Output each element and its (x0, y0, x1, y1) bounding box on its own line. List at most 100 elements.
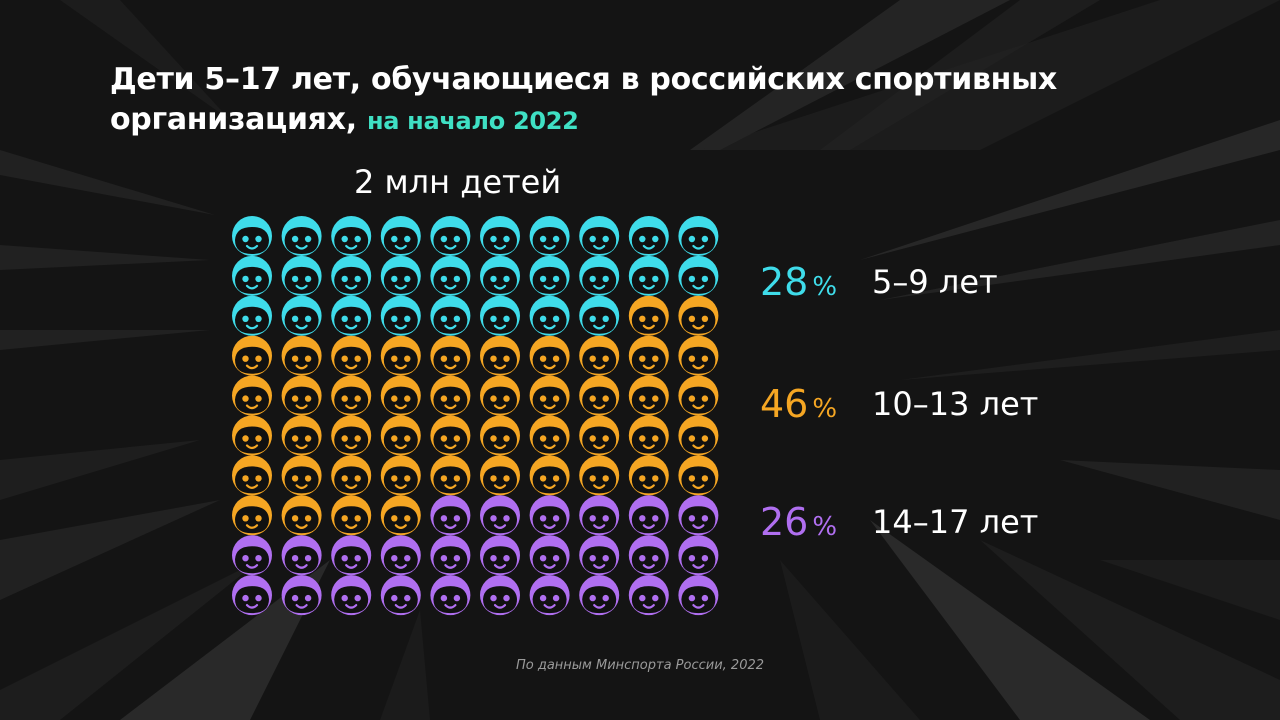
child-face-icon (281, 375, 322, 416)
legend-percent-symbol: % (812, 394, 838, 424)
child-face-icon (380, 295, 421, 336)
child-face-icon (281, 495, 322, 536)
child-face-icon (331, 535, 372, 576)
child-face-icon (480, 255, 520, 296)
child-face-icon (430, 295, 471, 336)
child-face-icon (628, 495, 669, 536)
child-face-icon (232, 295, 272, 336)
legend-percent-symbol: % (812, 272, 838, 302)
child-face-icon (628, 335, 669, 376)
child-face-icon (628, 535, 669, 576)
child-face-icon (529, 535, 570, 576)
legend-percent-value: 28 (760, 260, 809, 304)
legend-percent: 28% (760, 260, 872, 304)
child-face-icon (232, 535, 272, 576)
child-face-icon (579, 455, 620, 496)
child-face-icon (480, 335, 520, 376)
child-face-icon (678, 455, 719, 496)
child-face-icon (380, 375, 421, 416)
child-face-icon (281, 335, 322, 376)
child-face-icon (678, 495, 719, 536)
child-face-icon (331, 455, 372, 496)
child-face-icon (579, 575, 620, 616)
child-face-icon (331, 216, 372, 256)
child-face-icon (380, 335, 421, 376)
child-face-icon (430, 375, 471, 416)
child-face-icon (579, 335, 620, 376)
child-face-icon (678, 535, 719, 576)
child-face-icon (232, 495, 272, 536)
child-face-icon (281, 535, 322, 576)
child-face-icon (529, 575, 570, 616)
child-face-icon (430, 335, 471, 376)
child-face-icon (232, 375, 272, 416)
child-face-icon (281, 415, 322, 456)
child-face-icon (628, 415, 669, 456)
child-face-icon (331, 295, 372, 336)
child-face-icon (628, 375, 669, 416)
child-face-icon (579, 216, 620, 256)
child-face-icon (529, 415, 570, 456)
child-face-icon (480, 575, 520, 616)
child-face-icon (480, 295, 520, 336)
child-face-icon (628, 216, 669, 256)
child-face-icon (281, 295, 322, 336)
child-face-icon (628, 455, 669, 496)
child-face-icon (232, 455, 272, 496)
legend-item-10-13: 46% 10–13 лет (760, 380, 1038, 428)
child-face-icon (579, 375, 620, 416)
child-face-icon (529, 455, 570, 496)
child-face-icon (678, 255, 719, 296)
child-face-icon (678, 335, 719, 376)
legend-percent-value: 46 (760, 382, 809, 426)
child-face-icon (480, 415, 520, 456)
child-face-icon (480, 455, 520, 496)
child-face-icon (678, 295, 719, 336)
legend-percent: 26% (760, 500, 872, 544)
child-face-icon (579, 415, 620, 456)
child-face-icon (430, 575, 471, 616)
child-face-icon (331, 575, 372, 616)
child-face-icon (678, 575, 719, 616)
child-face-icon (430, 415, 471, 456)
child-face-icon (281, 455, 322, 496)
child-face-icon (529, 295, 570, 336)
child-face-icon (678, 375, 719, 416)
child-face-icon (281, 216, 322, 256)
child-face-icon (232, 335, 272, 376)
child-face-icon (529, 375, 570, 416)
child-face-icon (579, 495, 620, 536)
child-face-icon (430, 216, 471, 256)
chart-title: Дети 5–17 лет, обучающиеся в российских … (110, 60, 1280, 141)
child-face-icon (579, 255, 620, 296)
child-face-icon (628, 255, 669, 296)
child-face-icon (430, 255, 471, 296)
child-face-icon (331, 375, 372, 416)
legend-percent: 46% (760, 382, 872, 426)
total-label: 2 млн детей (354, 163, 562, 201)
child-face-icon (380, 535, 421, 576)
child-face-icon (380, 495, 421, 536)
child-face-icon (232, 415, 272, 456)
legend-label: 10–13 лет (872, 385, 1039, 423)
source-note: По данным Минспорта России, 2022 (515, 658, 765, 673)
legend-percent-symbol: % (812, 512, 838, 542)
child-face-icon (281, 255, 322, 296)
child-face-icon (579, 295, 620, 336)
child-face-icon (281, 575, 322, 616)
child-face-icon (380, 216, 421, 256)
child-face-icon (480, 216, 520, 256)
child-face-icon (678, 216, 719, 256)
title-accent: на начало 2022 (366, 107, 579, 135)
legend-percent-value: 26 (760, 500, 809, 544)
legend-item-5-9: 28% 5–9 лет (760, 258, 998, 306)
child-face-icon (232, 255, 272, 296)
child-face-icon (678, 415, 719, 456)
child-face-icon (579, 535, 620, 576)
child-face-icon (529, 216, 570, 256)
child-face-icon (480, 375, 520, 416)
child-face-icon (232, 575, 272, 616)
